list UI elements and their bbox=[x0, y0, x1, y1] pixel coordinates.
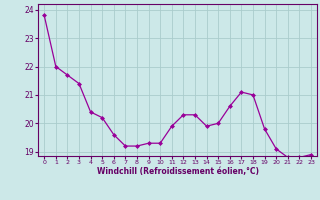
X-axis label: Windchill (Refroidissement éolien,°C): Windchill (Refroidissement éolien,°C) bbox=[97, 167, 259, 176]
